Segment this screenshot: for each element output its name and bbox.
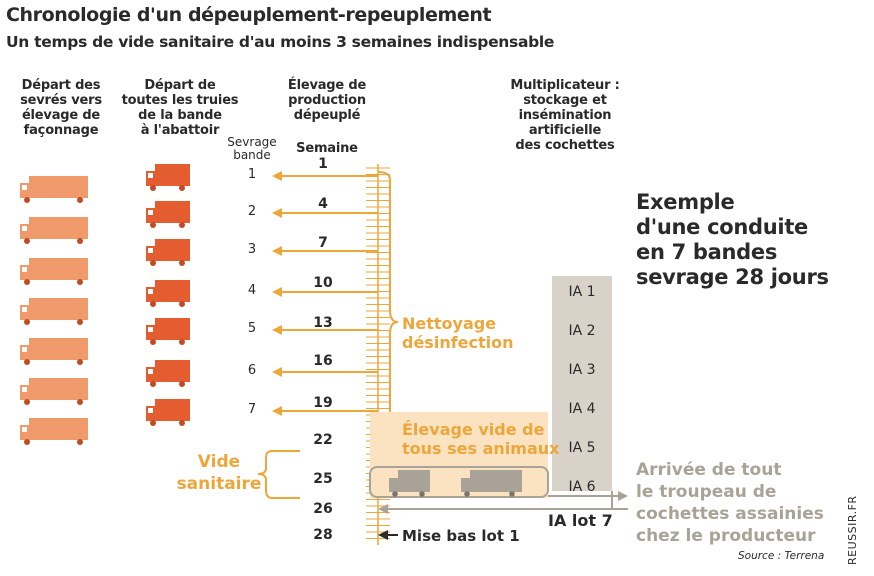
- bande-arrowhead: [272, 406, 282, 416]
- semaine-label: Semaine: [296, 141, 358, 156]
- vide-sanitaire-bracket: [257, 450, 300, 499]
- arrival-text: Arrivée de tout le troupeau de cochettes …: [636, 460, 824, 546]
- header-elevage-production: Élevage de production dépeuplé: [287, 78, 367, 123]
- sevrage-bande-label: Sevrage bande: [227, 135, 277, 162]
- trucks: [20, 164, 190, 445]
- truies-truck-6: [146, 360, 190, 387]
- week-number: 13: [313, 315, 333, 331]
- source-text: Source : Terrena: [738, 550, 825, 562]
- week-number: 16: [313, 353, 333, 369]
- ia-column: [552, 276, 612, 491]
- elevage-vide-label: Élevage vide de tous ses animaux: [402, 420, 560, 458]
- mise-bas-label: Mise bas lot 1: [402, 527, 520, 545]
- nettoyage-label: Nettoyage désinfection: [402, 314, 514, 352]
- week-number: 22: [313, 432, 333, 448]
- gray-truck-1: [389, 470, 430, 497]
- header-depart-sevres: Départ des sevrés vers élevage de façonnag…: [20, 78, 102, 138]
- sevres-truck-4: [20, 298, 88, 325]
- credit-text: REUSSIR.FR: [846, 495, 859, 565]
- bande-number: 7: [247, 402, 257, 417]
- bande-arrowhead: [272, 246, 282, 256]
- week-number: 7: [318, 235, 328, 251]
- truies-truck-2: [146, 201, 190, 228]
- sevres-truck-6: [20, 378, 88, 405]
- bande-number: 3: [247, 242, 257, 257]
- sevres-truck-7: [20, 418, 88, 445]
- truies-truck-1: [146, 164, 190, 191]
- cochettes-trucks-box: [369, 466, 549, 498]
- week-number: 4: [318, 196, 328, 212]
- bande-arrowhead: [272, 367, 282, 377]
- bande-number: 4: [247, 283, 257, 298]
- gray-truck-2: [461, 470, 522, 497]
- ia-lot-arrowhead: [378, 504, 388, 514]
- sevres-truck-5: [20, 338, 88, 365]
- vide-sanitaire-label: Vide sanitaire: [176, 452, 262, 494]
- bande-number: 2: [247, 204, 257, 219]
- truies-truck-3: [146, 239, 190, 266]
- ia-label: IA 2: [568, 323, 596, 339]
- week-number: 10: [313, 275, 333, 291]
- bande-number: 1: [247, 167, 257, 182]
- ia-label: IA 3: [568, 362, 596, 378]
- bande-arrowhead: [272, 208, 282, 218]
- sevres-truck-3: [20, 258, 88, 285]
- ia-label: IA 1: [568, 284, 596, 300]
- bande-arrowhead: [272, 287, 282, 297]
- truies-truck-5: [146, 318, 190, 345]
- sevres-truck-2: [20, 217, 88, 244]
- week-number: 25: [313, 471, 333, 487]
- header-multiplicateur: Multiplicateur : stockage et insémination…: [510, 78, 620, 153]
- truies-truck-7: [146, 399, 190, 426]
- bande-arrows: [272, 171, 378, 416]
- ia-label: IA 6: [568, 479, 596, 495]
- bande-number: 6: [247, 363, 257, 378]
- page-title: Chronologie d'un dépeuplement-repeupleme…: [6, 4, 492, 26]
- ia-lot-label: IA lot 7: [548, 511, 613, 530]
- bande-arrowhead: [272, 171, 282, 181]
- header-depart-truies: Départ de toutes les truies de la bande à …: [121, 78, 239, 138]
- ia-label: IA 5: [568, 440, 596, 456]
- week-number: 1: [318, 156, 328, 172]
- example-text: Exemple d'une conduite en 7 bandes sevrage…: [636, 190, 829, 289]
- week-number: 28: [313, 527, 333, 543]
- truies-truck-4: [146, 280, 190, 307]
- bande-arrowhead: [272, 325, 282, 335]
- mise-bas-arrowhead: [378, 530, 388, 540]
- bande-number: 5: [247, 321, 257, 336]
- week-number: 19: [313, 395, 333, 411]
- sevres-truck-1: [20, 176, 88, 203]
- week-number: 26: [313, 501, 333, 517]
- arrival-arrowhead: [618, 491, 628, 501]
- ia-label: IA 4: [568, 401, 596, 417]
- page-subtitle: Un temps de vide sanitaire d'au moins 3 …: [6, 33, 555, 51]
